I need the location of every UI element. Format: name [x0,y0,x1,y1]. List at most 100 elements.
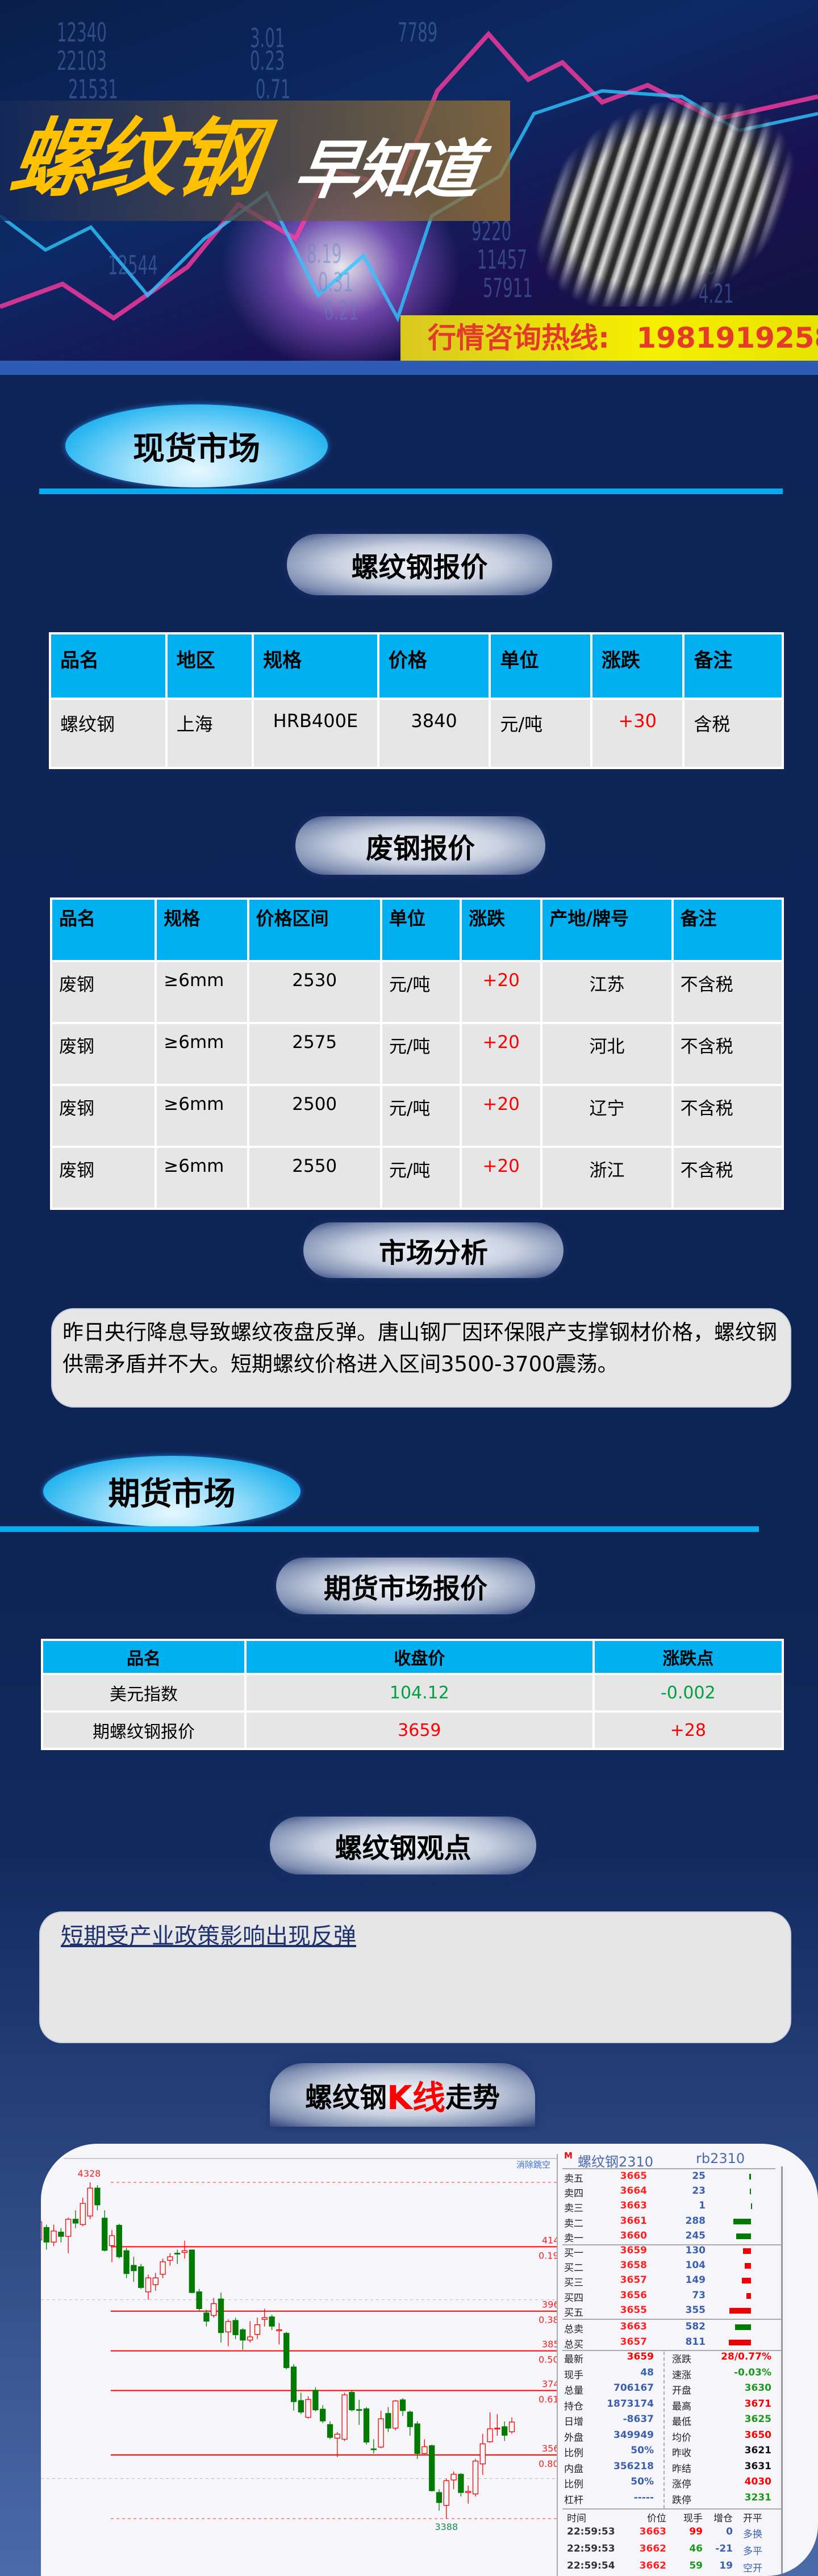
candle [487,2412,493,2443]
candle-body [189,2249,195,2293]
trade-header: 开平 [743,2513,762,2524]
candle [334,2432,340,2457]
candle-body [370,2448,377,2450]
trade-open-interest: -21 [715,2543,733,2554]
column-header: 收盘价 [247,1641,592,1673]
column-header: 规格 [254,634,377,698]
table-cell: 江苏 [542,962,671,1022]
stat-label: 涨跌 [672,2354,691,2365]
table-cell: 元/吨 [382,1148,460,1208]
table-cell: 辽宁 [542,1086,671,1146]
candle-body [254,2324,261,2335]
hotline-number[interactable]: 19819192586 [636,322,818,354]
table-cell: 螺纹钢 [51,700,165,767]
background-number: 11457 [477,244,527,275]
stat-value: 349949 [614,2429,654,2441]
table-row: 废钢 ≥6mm 2550 元/吨 +20 浙江 不含税 [52,1148,782,1208]
header-banner: 12340 22103 21531 3.01 0.23 0.71 7789 8.19 0.31 6… [0,0,818,375]
contract-code: rb2310 [696,2151,745,2166]
stat-label: 跌停 [672,2494,691,2506]
candle [349,2390,355,2412]
table-cell: ≥6mm [157,1024,247,1084]
table-cell: 2575 [249,1024,380,1084]
volume-bar [729,2339,751,2345]
trade-quantity: 99 [689,2526,703,2537]
candle [152,2273,158,2291]
column-header: 单位 [491,634,590,698]
table-row: 螺纹钢 上海 HRB400E 3840 元/吨 +30 含税 [51,700,782,767]
column-header: 单位 [382,900,460,960]
stat-value: 3671 [744,2398,771,2410]
column-header: 规格 [157,900,247,960]
futures-quote-table: 品名 收盘价 涨跌点 美元指数 104.12 -0.002 期螺纹钢报价 3659 +28 [41,1639,784,1750]
table-cell: HRB400E [254,700,377,767]
kline-title-pre: 螺纹钢 [305,2082,387,2114]
candle-body [138,2266,144,2288]
table-cell: 废钢 [52,1024,155,1084]
fib-price-label: 3857 [542,2339,557,2350]
table-cell: 元/吨 [491,700,590,767]
table-cell: 美元指数 [43,1675,245,1710]
candle [450,2471,457,2490]
candle [327,2421,333,2440]
trade-time: 22:59:54 [567,2560,615,2571]
candle-body [203,2312,210,2322]
column-header: 备注 [685,634,782,698]
volume-bar [741,2278,751,2284]
table-cell: +28 [594,1713,782,1748]
candle-body [108,2235,115,2247]
title-backdrop [0,101,510,221]
bid-price: 3656 [620,2289,647,2301]
candle-body [399,2399,406,2411]
table-cell: -0.002 [594,1675,782,1710]
trade-open-interest: 19 [719,2560,733,2571]
trade-header: 时间 [567,2513,586,2524]
table-cell: +20 [462,1024,541,1084]
candle [414,2421,420,2459]
ask-price: 3663 [620,2200,647,2212]
candle [443,2478,449,2519]
bid-price: 3657 [620,2274,647,2286]
candle-body [312,2390,319,2411]
fib-ratio-label: 0.618 [539,2394,557,2405]
candle-body [283,2333,290,2368]
bid-level-label: 买一 [564,2248,583,2259]
trade-header: 现手 [683,2513,703,2524]
section-title-spot-market: 现货市场 [65,404,328,487]
stat-label: 最高 [672,2400,691,2412]
background-number: 6.21 [324,295,359,326]
candle-body [152,2277,158,2285]
kline-chart[interactable]: 消除跳空 4328 4148 0.191 3968 0.382 3857 0.500 3746 0… [41,2144,557,2576]
candle [494,2414,500,2436]
kline-chart-card: 消除跳空 4328 4148 0.191 3968 0.382 3857 0.500 3746 0… [41,2144,818,2576]
candle-body [443,2480,449,2506]
background-number: 0.71 [256,74,291,105]
candle [240,2328,246,2350]
table-cell: 不含税 [673,1024,782,1084]
candle [276,2323,282,2345]
hotline-label: 行情咨询热线: [428,322,610,354]
table-cell: 104.12 [247,1675,592,1710]
trade-type: 多换 [743,2529,762,2540]
candle [458,2473,464,2496]
candle [356,2399,362,2425]
candle [203,2310,210,2327]
candle [407,2410,413,2436]
column-header: 涨跌 [592,634,683,698]
bid-level-label: 买二 [564,2262,583,2274]
table-cell: 废钢 [52,1086,155,1146]
subsection-title-futures-quote: 期货市场报价 [276,1558,535,1614]
stat-value: 706167 [614,2382,654,2394]
remove-gap-button[interactable]: 消除跳空 [516,2160,550,2170]
scrap-price-table: 品名 规格 价格区间 单位 涨跌 产地/牌号 备注 废钢 ≥6mm 2530 元/吨 +20 江苏 不含… [50,897,784,1210]
candle-body [167,2256,173,2261]
candle [72,2210,79,2228]
column-header: 备注 [673,900,782,960]
candle [80,2198,86,2227]
market-analysis-box [51,1308,791,1408]
stat-label: 速涨 [672,2369,691,2381]
candle-body [508,2421,515,2432]
quote-separator [562,2244,781,2245]
candle-body [458,2474,464,2493]
viewpoint-link[interactable]: 短期受产业政策影响出现反弹 [61,1923,356,1949]
